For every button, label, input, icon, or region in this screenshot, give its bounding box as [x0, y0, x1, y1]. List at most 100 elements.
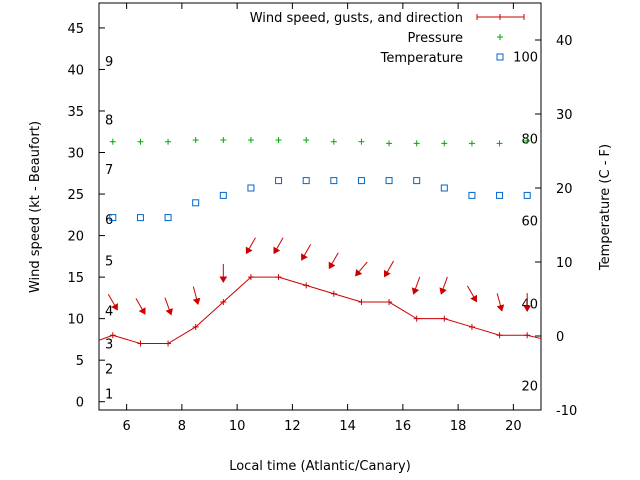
wind-direction-arrow — [355, 261, 368, 277]
beaufort-label: 3 — [105, 338, 113, 353]
wind-speed-point — [303, 282, 310, 289]
wind-direction-arrow — [439, 276, 448, 295]
temperature-point — [413, 177, 421, 185]
y2-tick-label: 20 — [556, 182, 573, 197]
y-axis-label: Wind speed (kt - Beaufort) — [28, 121, 43, 293]
pressure-point — [137, 138, 144, 145]
arrow-head — [328, 261, 336, 270]
temperature-point — [496, 191, 504, 199]
y2-axis-label: Temperature (C - F) — [598, 144, 613, 271]
y2-tick-label: 0 — [556, 330, 564, 345]
series-layer — [98, 137, 542, 347]
y-tick-label: 40 — [67, 63, 84, 78]
temperature-point — [275, 177, 283, 185]
y-tick-label: 35 — [67, 105, 84, 120]
arrow-head — [523, 305, 532, 312]
wind-direction-arrow — [411, 276, 421, 295]
pressure-point — [109, 138, 116, 145]
wind-speed-point — [468, 323, 475, 330]
arrow-head — [301, 253, 308, 261]
wind-speed-point — [330, 290, 337, 297]
y-tick-label: 0 — [76, 396, 84, 411]
arrow-head — [192, 297, 201, 306]
wind-direction-arrow — [383, 260, 394, 278]
legend-label: Wind speed, gusts, and direction — [250, 11, 463, 26]
pressure-point — [524, 137, 531, 144]
wind-speed-point — [413, 315, 420, 322]
wind-speed-point — [192, 323, 199, 330]
wind-direction-arrow — [245, 237, 256, 255]
wind-speed-point — [137, 340, 144, 347]
fahrenheit-label: 20 — [521, 380, 538, 395]
arrow-head — [470, 294, 478, 303]
wind-direction-arrow — [192, 286, 201, 306]
arrow-head — [165, 308, 173, 316]
x-tick-label: 8 — [178, 419, 186, 434]
wind-direction-arrow — [135, 298, 146, 315]
pressure-point — [330, 138, 337, 145]
wind-direction-arrow — [523, 293, 532, 312]
arrow-head — [111, 303, 118, 311]
x-tick-label: 18 — [450, 419, 467, 434]
arrow-head — [245, 246, 253, 255]
wind-speed-point — [358, 299, 365, 306]
axes-layer: 6 8 10 12 14 16 18 20051015202530354045-1001020… — [67, 3, 577, 434]
arrow-head — [411, 287, 420, 295]
beaufort-label: 7 — [105, 163, 113, 178]
wind-direction-arrow — [467, 285, 478, 303]
legend-label: Temperature — [380, 51, 463, 66]
pressure-point — [303, 137, 310, 144]
arrow-head — [219, 276, 228, 283]
pressure-point — [165, 138, 172, 145]
beaufort-label: 8 — [105, 113, 113, 128]
y2-tick-label: 40 — [556, 34, 573, 49]
arrow-head — [439, 287, 447, 295]
y-tick-label: 15 — [67, 271, 84, 286]
temperature-point — [164, 214, 172, 222]
pressure-point — [413, 140, 420, 147]
temperature-point — [440, 184, 448, 192]
pressure-point — [468, 140, 475, 147]
wind-speed-point — [165, 340, 172, 347]
x-tick-label: 20 — [505, 419, 522, 434]
wind-speed-point — [247, 274, 254, 281]
temperature-point — [385, 177, 393, 185]
temperature-point — [109, 214, 117, 222]
x-tick-label: 16 — [395, 419, 412, 434]
y-tick-label: 20 — [67, 230, 84, 245]
arrow-head — [496, 304, 505, 312]
x-tick-label: 6 — [122, 419, 130, 434]
temperature-point — [219, 191, 227, 199]
wind-speed-point — [441, 315, 448, 322]
fahrenheit-label: 100 — [513, 50, 538, 65]
y-tick-label: 25 — [67, 188, 84, 203]
legend-label: Pressure — [407, 31, 463, 46]
plot-frame — [98, 2, 542, 411]
temperature-point — [136, 214, 144, 222]
fahrenheit-label: 60 — [521, 215, 538, 230]
wind-direction-arrow — [496, 293, 505, 312]
wind-speed-point — [524, 332, 531, 339]
y2-tick-label: -10 — [556, 404, 577, 419]
legend-plus — [497, 34, 503, 40]
beaufort-label: 1 — [105, 387, 113, 402]
pressure-point — [192, 137, 199, 144]
pressure-point — [386, 140, 393, 147]
temperature-point — [357, 177, 365, 185]
temperature-point — [192, 199, 200, 207]
beaufort-label: 9 — [105, 55, 113, 70]
temperature-point — [330, 177, 338, 185]
legend: Wind speed, gusts, and direction Pressure… — [250, 11, 525, 66]
wind-speed-point — [386, 299, 393, 306]
wind-speed-point — [109, 332, 116, 339]
y-tick-label: 45 — [67, 22, 84, 37]
y2-tick-label: 10 — [556, 256, 573, 271]
temperature-point — [302, 177, 310, 185]
pressure-point — [220, 137, 227, 144]
arrow-head — [138, 307, 146, 315]
beaufort-label: 4 — [105, 304, 113, 319]
arrow-head — [273, 246, 281, 255]
x-axis-label: Local time (Atlantic/Canary) — [229, 459, 411, 474]
wind-speed-point — [275, 274, 282, 281]
